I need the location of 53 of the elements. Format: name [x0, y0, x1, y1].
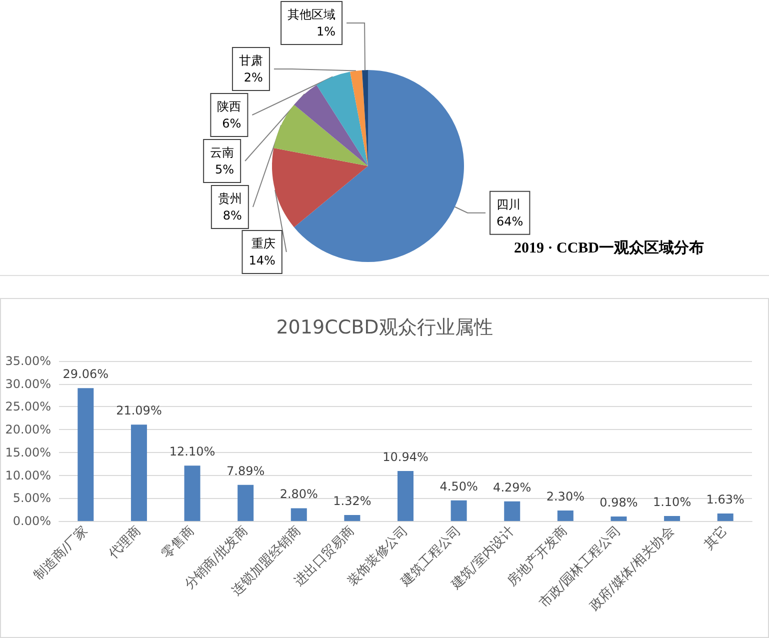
slice-label: 重庆: [251, 236, 276, 250]
data-label: 64%: [496, 214, 524, 228]
data-label: 1.10%: [652, 494, 692, 509]
y-tick-label: 10.00%: [5, 468, 51, 482]
bar: [130, 424, 147, 521]
data-label: 6%: [222, 116, 242, 130]
data-label: 4.29%: [493, 480, 532, 494]
data-label: 10.94%: [382, 450, 428, 464]
bar: [290, 508, 307, 521]
data-label: 2%: [244, 70, 263, 84]
data-label: 1%: [316, 24, 336, 38]
bar: [344, 514, 360, 521]
y-tick-label: 35.00%: [5, 354, 51, 368]
text: 2019 · CCBD一观众区域分布: [514, 240, 704, 256]
data-label: 7.89%: [226, 464, 265, 478]
data-label: 29.06%: [62, 367, 109, 382]
x-tick-label: 其它: [700, 522, 731, 553]
y-tick-label: 0.00%: [12, 514, 51, 528]
bar: [78, 388, 94, 521]
y-tick-label: 20.00%: [5, 422, 51, 437]
bar: [557, 510, 574, 521]
data-label: 21.09%: [116, 404, 162, 418]
data-label: 1.32%: [333, 494, 372, 508]
data-label: 1.63%: [706, 492, 744, 507]
data-label: 0.98%: [600, 496, 638, 510]
slice-label: 四川: [496, 197, 521, 212]
bar: [610, 516, 627, 521]
x-tick-label: 零售商: [159, 524, 198, 562]
bar: [398, 470, 414, 521]
slice-label: 贵州: [218, 192, 242, 206]
y-tick-label: 30.00%: [5, 376, 51, 391]
bar: [504, 501, 520, 521]
slice-label: 甘肃: [238, 54, 263, 68]
y-tick-label: 15.00%: [5, 445, 51, 460]
y-tick-label: 5.00%: [12, 491, 51, 506]
bar: [450, 500, 467, 521]
slice-label: 其他区域: [288, 8, 336, 22]
bar: [717, 514, 734, 521]
data-label: 4.50%: [440, 479, 478, 494]
data-label: 8%: [222, 208, 242, 222]
data-label: 2.30%: [546, 489, 584, 504]
chart-title: 2019CCBD观众行业属性: [276, 316, 493, 338]
slice-label: 云南: [210, 146, 234, 160]
data-label: 12.10%: [169, 444, 216, 459]
bar: [664, 516, 680, 521]
slice-label: 陕西: [217, 100, 242, 114]
bar: [238, 484, 254, 521]
data-label: 2.80%: [280, 487, 318, 502]
x-tick-label: 代理商: [105, 524, 144, 563]
data-label: 5%: [215, 162, 234, 176]
y-tick-label: 25.00%: [5, 400, 51, 414]
data-label: 14%: [248, 254, 276, 268]
bar: [184, 466, 200, 521]
